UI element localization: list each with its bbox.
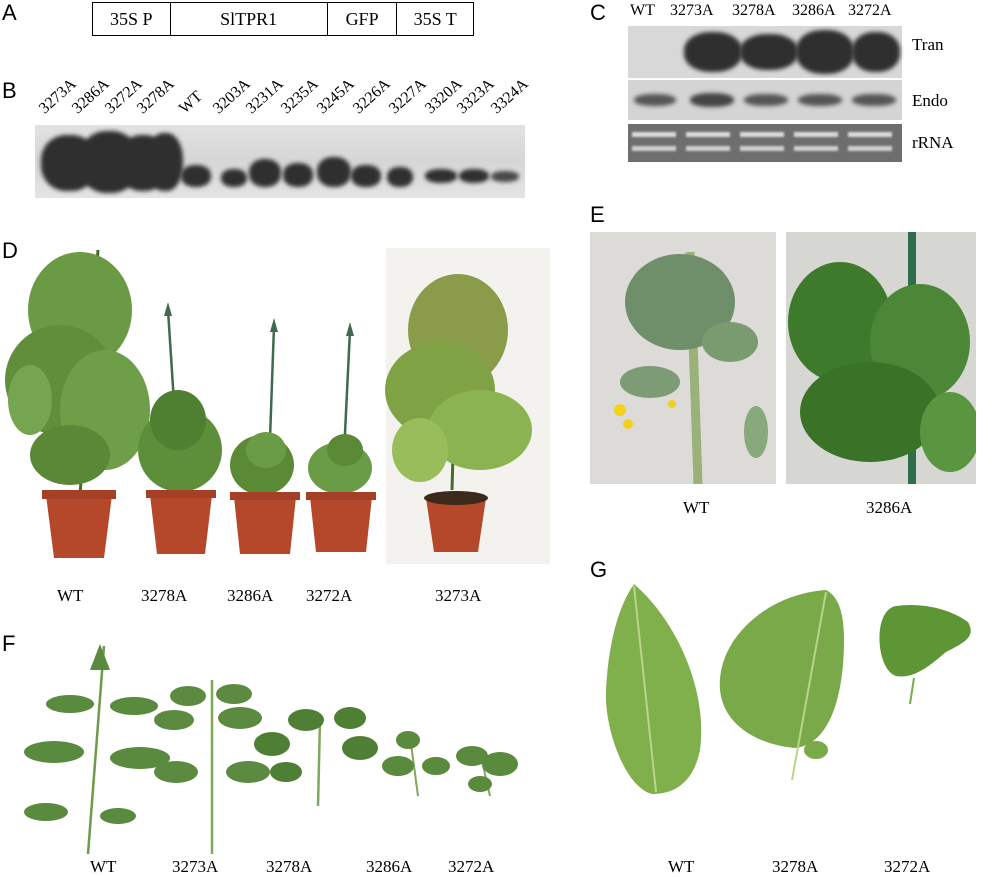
closeup-e-photo	[590, 232, 976, 485]
blot-b-band	[317, 157, 351, 187]
flower	[614, 404, 626, 416]
flower	[668, 400, 676, 408]
blot-b-lane-label: 3227A	[385, 75, 430, 118]
leaf-label: 3278A	[266, 857, 313, 876]
closeup-3286a	[786, 232, 976, 484]
blot-c-band	[740, 34, 798, 70]
plant-3272a	[306, 322, 376, 552]
pot	[426, 498, 486, 552]
panel-label-e: E	[590, 202, 605, 227]
panel-label-g: G	[590, 557, 608, 582]
blot-b-lane-label: 3324A	[487, 75, 532, 118]
blot-b-lane-label: 3231A	[242, 75, 287, 118]
blot-c-band	[852, 94, 896, 106]
blot-c-rrna-strip	[628, 124, 902, 162]
panel-label-d: D	[2, 238, 18, 263]
leaf-3278a	[254, 707, 378, 807]
blot-b-band	[425, 169, 457, 183]
leaf-wt	[24, 644, 170, 855]
plant-label: 3273A	[435, 586, 482, 605]
blot-b-band	[249, 159, 281, 187]
blot-b-lane-label: 3226A	[349, 75, 394, 118]
blot-b-membrane	[35, 125, 525, 198]
leaf-3273a	[154, 680, 270, 854]
panel-label-a: A	[2, 0, 17, 25]
blot-c-lane-labels: WT 3273A 3278A 3286A 3272A	[0, 2, 996, 22]
blot-c-lane-label: 3286A	[792, 2, 836, 19]
blot-b-band	[491, 171, 519, 182]
closeup-label: 3286A	[866, 498, 913, 517]
plant-wt	[5, 249, 150, 558]
blot-c-rrna-band	[632, 146, 898, 151]
blot-c-lane-label: WT	[630, 2, 655, 19]
blot-c-band	[634, 94, 676, 106]
blot-b-band	[221, 169, 247, 187]
pot	[310, 497, 372, 552]
blot-c-transgene-strip	[628, 26, 902, 78]
plant-label: WT	[57, 586, 84, 605]
leaflet-label: WT	[668, 857, 695, 876]
blot-b-band	[351, 165, 381, 187]
pot	[234, 497, 296, 554]
blot-b-band	[387, 167, 413, 187]
leaf-label: 3273A	[172, 857, 219, 876]
leaf-label: 3272A	[448, 857, 495, 876]
blot-c-band	[744, 94, 788, 106]
blot-b-lane-label: 3273A	[35, 75, 80, 118]
blot-b-lane-label: 3203A	[209, 75, 254, 118]
blot-c-row-label: Tran	[912, 35, 944, 54]
leaflet-wt	[605, 584, 702, 794]
construct-segment-terminator: 35S T	[413, 8, 457, 29]
plant-3278a	[138, 302, 222, 554]
blot-b-band	[283, 163, 313, 187]
panel-label-f: F	[2, 631, 16, 656]
blot-c-band	[690, 93, 734, 107]
leaf-3286a	[382, 731, 450, 797]
blot-c-row-label: Endo	[912, 91, 948, 110]
closeup-wt	[590, 232, 776, 485]
blot-c-row-label: rRNA	[912, 133, 954, 152]
blot-c-endogenous-strip	[628, 80, 902, 120]
construct-segment-promoter: 35S P	[93, 3, 171, 35]
construct-diagram: 35S P SlTPR1 GFP 35S T	[92, 2, 474, 36]
closeup-label: WT	[683, 498, 710, 517]
pot	[46, 495, 112, 558]
construct-segment-gene: SlTPR1	[171, 3, 328, 35]
blot-b-lane-label: 3286A	[68, 75, 113, 118]
leaflet-3278a	[719, 590, 844, 781]
blot-c-rrna-band	[632, 132, 898, 137]
panel-label-b: B	[2, 78, 17, 103]
blot-c-lane-label: 3273A	[670, 2, 714, 19]
leaflet-label: 3278A	[772, 857, 819, 876]
blot-c-band	[852, 32, 900, 72]
blot-c-band	[796, 30, 854, 74]
panel-label-c: C	[590, 0, 606, 25]
blot-c-lane-label: 3278A	[732, 2, 776, 19]
flower	[623, 419, 633, 429]
plant-3286a	[230, 318, 300, 554]
leaf-3272a	[456, 746, 518, 797]
plant-label: 3278A	[141, 586, 188, 605]
blot-c-lane-label: 3272A	[848, 2, 892, 19]
leaflet-label: 3272A	[884, 857, 931, 876]
blot-c-band	[798, 94, 842, 106]
leaves-f-photo	[24, 644, 518, 855]
blot-b-lane-label: WT	[175, 87, 206, 118]
leaf-label: WT	[90, 857, 117, 876]
plant-3273a	[385, 274, 532, 552]
blot-b-band	[181, 165, 211, 187]
leaflet-3272a	[879, 604, 971, 705]
pot	[150, 495, 212, 554]
blot-b-band	[147, 133, 183, 191]
blot-b-lane-label: 3235A	[277, 75, 322, 118]
leaflets-g-photo	[605, 584, 971, 794]
blot-b-lane-label: 3245A	[313, 75, 358, 118]
plant-label: 3272A	[306, 586, 353, 605]
plant-label: 3286A	[227, 586, 274, 605]
plants-d-photo	[5, 248, 550, 564]
blot-c-band	[684, 32, 742, 72]
construct-segment-gfp: GFP	[328, 3, 398, 35]
leaf-label: 3286A	[366, 857, 413, 876]
blot-b-band	[459, 169, 489, 183]
